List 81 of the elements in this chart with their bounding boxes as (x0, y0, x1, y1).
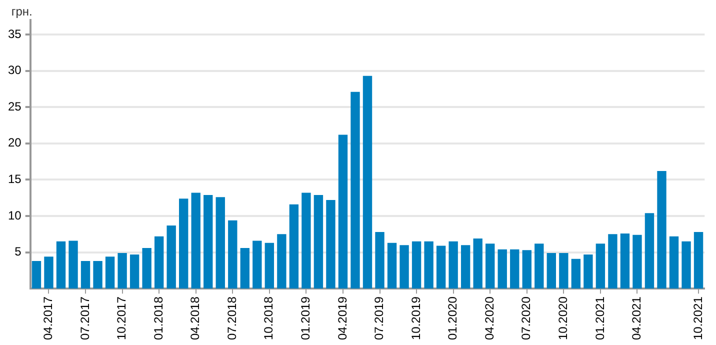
bar (314, 194, 324, 289)
x-tick-label: 07.2018 (224, 296, 239, 340)
bar (216, 197, 225, 289)
bar (277, 234, 286, 289)
bar (350, 92, 360, 289)
bar (498, 249, 507, 289)
bar (142, 248, 152, 289)
bar (252, 240, 262, 289)
x-tick-label: 10.2021 (690, 296, 705, 340)
bar (130, 254, 140, 289)
bar (682, 241, 691, 289)
y-tick-label: 25 (8, 99, 22, 114)
bar (424, 241, 434, 289)
x-tick-label: 04.2021 (630, 296, 644, 340)
bar (669, 236, 679, 289)
bar (460, 245, 470, 289)
x-tick-label: 07.2017 (78, 296, 92, 340)
bar (80, 261, 90, 289)
x-tick-label: 07.2020 (519, 296, 534, 340)
x-tick-label: 01.2020 (446, 296, 460, 340)
y-tick-label: 10 (8, 208, 22, 222)
bar (534, 244, 544, 289)
x-tick-label: 10.2018 (262, 296, 276, 340)
bar (620, 233, 630, 289)
bar (338, 134, 348, 289)
bar (486, 244, 495, 289)
bar (362, 76, 372, 289)
x-tick-label: 04.2018 (188, 296, 202, 340)
bar (191, 192, 200, 289)
bar (632, 234, 642, 289)
x-tick-label: 10.2019 (408, 296, 423, 340)
bar (118, 253, 127, 289)
bar (608, 234, 618, 289)
x-tick-label: 04.2019 (335, 296, 350, 340)
y-axis-title: грн. (11, 4, 32, 18)
bar (436, 246, 446, 289)
x-tick-label: 10.2020 (556, 296, 570, 340)
x-tick-label: 10.2017 (114, 296, 129, 340)
bar (412, 241, 422, 289)
bar (179, 198, 188, 289)
bar (302, 192, 311, 289)
bar (240, 248, 250, 289)
bar (68, 240, 78, 289)
x-tick-label: 01.2021 (592, 296, 607, 340)
bar (105, 256, 115, 289)
x-tick-label: 04.2017 (41, 296, 56, 340)
bar (264, 242, 274, 289)
bar (584, 254, 593, 289)
bar (559, 253, 568, 289)
bar (571, 258, 581, 289)
x-tick-label: 01.2018 (151, 296, 166, 340)
bar (166, 225, 176, 289)
bar (400, 245, 409, 289)
bar (546, 253, 556, 289)
bar (473, 238, 482, 289)
bar (522, 250, 532, 289)
y-tick-label: 20 (8, 136, 22, 150)
bar (56, 241, 66, 289)
bar (644, 213, 654, 289)
y-tick-label: 35 (8, 26, 22, 41)
bar (204, 194, 213, 289)
bar (694, 232, 704, 289)
x-tick-label: 01.2019 (298, 296, 313, 340)
x-tick-label: 04.2020 (482, 296, 496, 340)
bar (510, 249, 520, 289)
bar (228, 220, 238, 289)
bar (32, 261, 42, 289)
bar (44, 256, 54, 289)
bar (387, 242, 397, 289)
y-tick-label: 30 (8, 63, 22, 78)
bar (448, 241, 458, 289)
x-tick-label: 07.2019 (372, 296, 386, 340)
bar (326, 200, 336, 289)
y-tick-label: 5 (14, 244, 22, 259)
bar (289, 204, 299, 289)
bar (596, 244, 606, 289)
bar (657, 171, 666, 289)
bar (154, 236, 164, 289)
bar (93, 261, 102, 289)
bar (375, 232, 384, 289)
y-tick-label: 15 (8, 172, 22, 186)
